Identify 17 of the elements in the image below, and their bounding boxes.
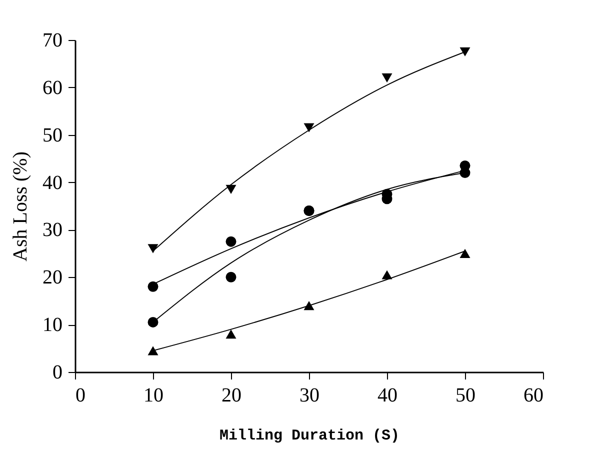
y-tick-label: 20 (42, 266, 62, 289)
x-tick-label: 20 (222, 384, 242, 406)
y-axis-title: Ash Loss (%) (10, 152, 32, 262)
y-tick-label: 60 (42, 76, 62, 99)
y-tick-label: 70 (42, 30, 62, 52)
y-tick-label: 40 (42, 172, 62, 194)
x-axis-title: Milling Duration (S) (219, 428, 400, 444)
x-tick-label: 40 (378, 384, 398, 406)
x-tick-label: 50 (456, 384, 476, 406)
y-tick-label: 0 (52, 362, 62, 384)
x-tick-label: 10 (144, 384, 164, 406)
y-tick-label: 50 (42, 124, 62, 146)
y-tick-label: 10 (42, 314, 62, 336)
x-tick-label: 60 (524, 384, 544, 406)
x-tick-label: 0 (76, 384, 86, 406)
x-tick-label: 30 (300, 384, 320, 406)
y-tick-label: 30 (42, 219, 62, 242)
